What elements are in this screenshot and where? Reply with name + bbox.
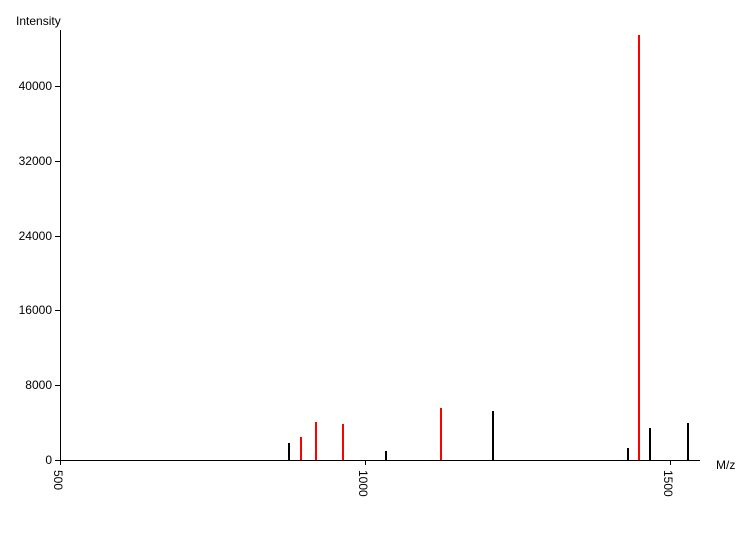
x-tick [670, 460, 671, 465]
y-tick-label: 32000 [0, 154, 52, 168]
y-axis-title: Intensity [16, 14, 61, 28]
spectrum-peak [288, 443, 290, 460]
spectrum-peak [315, 422, 317, 460]
spectrum-peak [687, 423, 689, 460]
spectrum-peak [440, 408, 442, 460]
mass-spectrum-chart: Intensity M/z 0 8000 16000 24000 32000 4… [0, 0, 750, 540]
spectrum-peak [492, 411, 494, 460]
spectrum-peak [385, 451, 387, 460]
spectrum-peak [638, 35, 640, 460]
spectrum-peak [649, 428, 651, 460]
x-tick-label: 500 [51, 470, 65, 490]
spectrum-peak [627, 448, 629, 460]
x-tick-label: 1000 [356, 470, 370, 497]
spectrum-peak [342, 424, 344, 460]
y-tick-label: 8000 [0, 378, 52, 392]
y-tick-label: 16000 [0, 303, 52, 317]
x-tick [365, 460, 366, 465]
y-tick-label: 40000 [0, 79, 52, 93]
y-tick-label: 0 [0, 453, 52, 467]
spectrum-peak [300, 437, 302, 460]
y-tick-label: 24000 [0, 229, 52, 243]
x-axis-line [60, 460, 700, 461]
x-axis-title: M/z [716, 458, 735, 472]
peaks-layer [60, 30, 700, 460]
x-tick-label: 1500 [661, 470, 675, 497]
x-tick [60, 460, 61, 465]
